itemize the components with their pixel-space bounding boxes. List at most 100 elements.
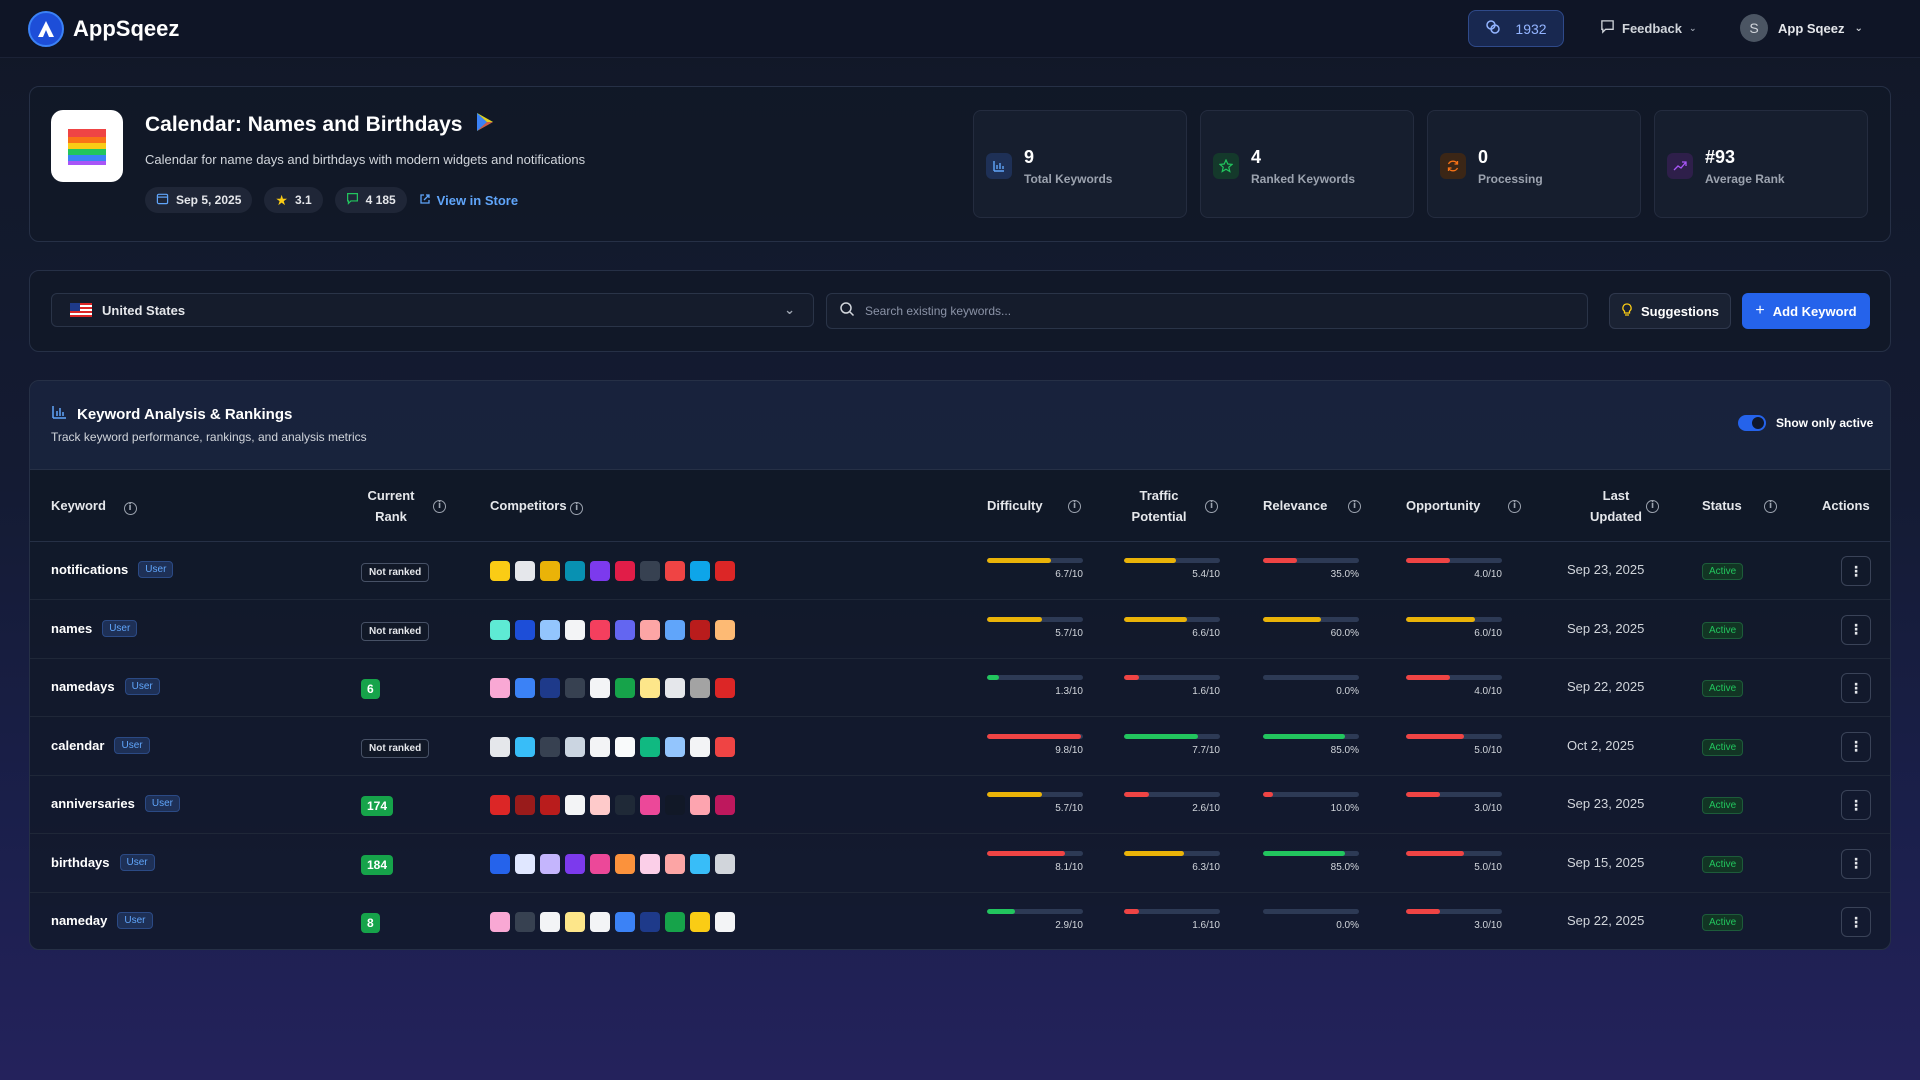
- competitor-app-icon[interactable]: [690, 678, 710, 698]
- competitor-app-icon[interactable]: [540, 912, 560, 932]
- col-current-rank[interactable]: Current Rank: [361, 485, 421, 527]
- table-row[interactable]: anniversaries User 174 5.7/10 2.6/10 10.0% 3.0…: [30, 776, 1890, 834]
- row-actions-button[interactable]: ⋮: [1841, 848, 1871, 879]
- competitor-app-icon[interactable]: [665, 853, 685, 874]
- competitor-app-icon[interactable]: [665, 795, 685, 815]
- competitor-app-icon[interactable]: [640, 736, 660, 757]
- info-icon[interactable]: i: [433, 500, 446, 513]
- competitor-app-icon[interactable]: [715, 912, 735, 932]
- competitor-app-icon[interactable]: [590, 619, 610, 640]
- col-difficulty[interactable]: Difficulty: [987, 495, 1043, 516]
- competitor-app-icon[interactable]: [640, 678, 660, 698]
- info-icon[interactable]: i: [1348, 500, 1361, 513]
- competitor-app-icon[interactable]: [540, 853, 560, 874]
- competitor-app-icon[interactable]: [590, 561, 610, 581]
- competitor-app-icon[interactable]: [490, 795, 510, 815]
- competitor-app-icon[interactable]: [640, 912, 660, 932]
- competitor-app-icon[interactable]: [515, 619, 535, 640]
- competitor-app-icon[interactable]: [490, 912, 510, 932]
- competitor-app-icon[interactable]: [565, 912, 585, 932]
- table-row[interactable]: notifications User Not ranked 6.7/10 5.4/10 3…: [30, 542, 1890, 600]
- competitor-app-icon[interactable]: [665, 678, 685, 698]
- competitor-app-icon[interactable]: [540, 619, 560, 640]
- competitor-app-icon[interactable]: [615, 853, 635, 874]
- competitor-app-icon[interactable]: [490, 561, 510, 581]
- competitor-app-icon[interactable]: [640, 853, 660, 874]
- table-row[interactable]: namedays User 6 1.3/10 1.6/10 0.0% 4.0/10 Sep 2…: [30, 659, 1890, 717]
- competitor-app-icon[interactable]: [540, 561, 560, 581]
- logo[interactable]: AppSqeez: [28, 11, 179, 47]
- country-select[interactable]: United States ⌄: [51, 293, 814, 327]
- info-icon[interactable]: i: [1508, 500, 1521, 513]
- row-actions-button[interactable]: ⋮: [1841, 731, 1871, 762]
- competitor-app-icon[interactable]: [715, 561, 735, 581]
- competitor-app-icon[interactable]: [515, 736, 535, 757]
- competitor-app-icon[interactable]: [640, 561, 660, 581]
- competitor-app-icon[interactable]: [715, 795, 735, 815]
- competitor-app-icon[interactable]: [565, 561, 585, 581]
- competitor-app-icon[interactable]: [615, 736, 635, 757]
- competitor-app-icon[interactable]: [515, 912, 535, 932]
- competitor-app-icon[interactable]: [690, 736, 710, 757]
- competitor-app-icon[interactable]: [590, 678, 610, 698]
- competitor-app-icon[interactable]: [515, 853, 535, 874]
- row-actions-button[interactable]: ⋮: [1841, 614, 1871, 645]
- info-icon[interactable]: i: [1068, 500, 1081, 513]
- competitor-app-icon[interactable]: [690, 561, 710, 581]
- competitor-app-icon[interactable]: [615, 912, 635, 932]
- row-actions-button[interactable]: ⋮: [1841, 556, 1871, 586]
- competitor-app-icon[interactable]: [665, 561, 685, 581]
- competitor-app-icon[interactable]: [515, 795, 535, 815]
- col-status[interactable]: Status: [1702, 495, 1742, 516]
- competitor-app-icon[interactable]: [615, 795, 635, 815]
- suggestions-button[interactable]: Suggestions: [1609, 293, 1731, 329]
- show-active-toggle[interactable]: Show only active: [1738, 415, 1873, 431]
- row-actions-button[interactable]: ⋮: [1841, 907, 1871, 937]
- toggle-switch[interactable]: [1738, 415, 1766, 431]
- info-icon[interactable]: i: [570, 502, 584, 515]
- info-icon[interactable]: i: [1646, 500, 1659, 513]
- info-icon[interactable]: i: [123, 502, 137, 515]
- col-opportunity[interactable]: Opportunity: [1406, 495, 1480, 516]
- competitor-app-icon[interactable]: [490, 853, 510, 874]
- table-row[interactable]: names User Not ranked 5.7/10 6.6/10 60.0% 6.0/…: [30, 601, 1890, 659]
- competitor-app-icon[interactable]: [490, 736, 510, 757]
- competitor-app-icon[interactable]: [665, 619, 685, 640]
- competitor-app-icon[interactable]: [490, 678, 510, 698]
- row-actions-button[interactable]: ⋮: [1841, 673, 1871, 703]
- competitor-app-icon[interactable]: [590, 795, 610, 815]
- competitor-app-icon[interactable]: [690, 795, 710, 815]
- competitor-app-icon[interactable]: [565, 795, 585, 815]
- add-keyword-button[interactable]: + Add Keyword: [1742, 293, 1870, 329]
- competitor-app-icon[interactable]: [615, 619, 635, 640]
- competitor-app-icon[interactable]: [565, 678, 585, 698]
- row-actions-button[interactable]: ⋮: [1841, 790, 1871, 820]
- col-last-updated[interactable]: Last Updated: [1586, 485, 1646, 527]
- competitor-app-icon[interactable]: [565, 853, 585, 874]
- table-row[interactable]: birthdays User 184 8.1/10 6.3/10 85.0% 5.0/10 S…: [30, 835, 1890, 893]
- search-input[interactable]: [865, 304, 1565, 318]
- col-traffic-potential[interactable]: Traffic Potential: [1124, 485, 1194, 527]
- competitor-app-icon[interactable]: [590, 736, 610, 757]
- competitor-app-icon[interactable]: [665, 912, 685, 932]
- competitor-app-icon[interactable]: [640, 795, 660, 815]
- competitor-app-icon[interactable]: [540, 795, 560, 815]
- table-row[interactable]: calendar User Not ranked 9.8/10 7.7/10 85.0% 5…: [30, 718, 1890, 776]
- competitor-app-icon[interactable]: [690, 619, 710, 640]
- keyword-search[interactable]: [826, 293, 1588, 329]
- competitor-app-icon[interactable]: [540, 678, 560, 698]
- competitor-app-icon[interactable]: [715, 619, 735, 640]
- competitor-app-icon[interactable]: [715, 736, 735, 757]
- competitor-app-icon[interactable]: [490, 619, 510, 640]
- competitor-app-icon[interactable]: [690, 912, 710, 932]
- table-row[interactable]: nameday User 8 2.9/10 1.6/10 0.0% 3.0/10 Sep 22…: [30, 893, 1890, 949]
- competitor-app-icon[interactable]: [590, 853, 610, 874]
- col-relevance[interactable]: Relevance: [1263, 495, 1327, 516]
- competitor-app-icon[interactable]: [615, 561, 635, 581]
- competitor-app-icon[interactable]: [640, 619, 660, 640]
- credits-button[interactable]: 1932: [1468, 10, 1564, 47]
- competitor-app-icon[interactable]: [665, 736, 685, 757]
- competitor-app-icon[interactable]: [590, 912, 610, 932]
- info-icon[interactable]: i: [1205, 500, 1218, 513]
- google-play-icon[interactable]: [476, 112, 494, 138]
